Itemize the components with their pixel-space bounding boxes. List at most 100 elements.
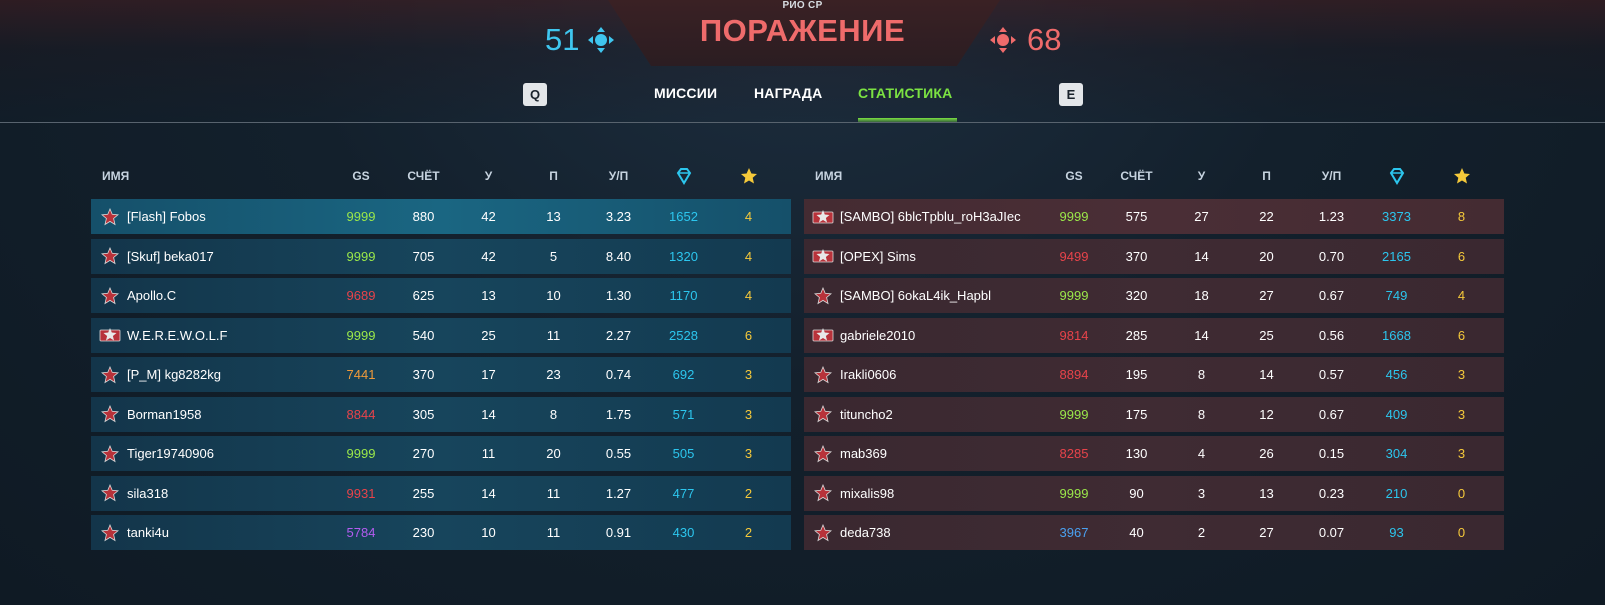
- player-kills: 11: [481, 446, 496, 461]
- player-crystals: 3373: [1382, 209, 1411, 224]
- player-crystals: 409: [1385, 406, 1408, 422]
- player-crystals: 477: [672, 485, 695, 501]
- player-name: tituncho2: [840, 406, 893, 422]
- player-score: 175: [1125, 406, 1148, 422]
- player-row[interactable]: [Flash] Fobos 9999 880 42 13 3.23 1652 4: [91, 199, 791, 234]
- rank-star-icon: [812, 444, 834, 463]
- player-kills: 27: [1194, 209, 1209, 224]
- next-tab-key[interactable]: E: [1059, 83, 1083, 106]
- player-kills: 13: [481, 288, 496, 303]
- tab-reward[interactable]: НАГРАДА: [754, 85, 823, 101]
- rank-emblem-icon: [812, 208, 834, 226]
- player-row[interactable]: Borman1958 8844 305 14 8 1.75 571 3: [91, 396, 791, 432]
- player-deaths: 14: [1259, 367, 1274, 382]
- rank-star-icon: [812, 286, 834, 305]
- tab-statistics[interactable]: СТАТИСТИКА: [858, 85, 953, 101]
- player-kills: 2: [1197, 525, 1206, 540]
- player-name: Irakli0606: [840, 367, 897, 382]
- player-deaths: 5: [549, 248, 558, 264]
- player-score: 130: [1125, 446, 1148, 461]
- player-kills: 14: [481, 485, 496, 501]
- blue-team-rows: [Flash] Fobos 9999 880 42 13 3.23 1652 4 [Skuf] …: [91, 199, 791, 550]
- player-name: Tiger19740906: [127, 446, 214, 461]
- player-deaths: 20: [1259, 248, 1274, 264]
- player-score: 90: [1129, 485, 1144, 501]
- player-row[interactable]: deda738 3967 40 2 27 0.07 93 0: [804, 515, 1504, 550]
- player-row[interactable]: sila318 9931 255 14 11 1.27 477 2: [91, 475, 791, 511]
- player-name: [Flash] Fobos: [127, 209, 206, 224]
- player-name: Apollo.C: [127, 288, 177, 303]
- crystal-icon: [1389, 168, 1404, 185]
- player-score: 540: [412, 327, 435, 343]
- player-deaths: 23: [546, 367, 561, 382]
- player-row[interactable]: tituncho2 9999 175 8 12 0.67 409 3: [804, 396, 1504, 432]
- player-row[interactable]: [SAMBO] 6blcTpblu_roH3aJIec 9999 575 27 22 1.…: [804, 199, 1504, 234]
- player-row[interactable]: Apollo.C 9689 625 13 10 1.30 1170 4: [91, 278, 791, 313]
- rank-emblem-icon: [99, 326, 121, 344]
- column-deaths: П: [549, 169, 558, 183]
- player-row[interactable]: W.E.R.E.W.O.L.F 9999 540 25 11 2.27 2528 6: [91, 317, 791, 353]
- player-stars: 8: [1457, 209, 1466, 224]
- rank-emblem-icon: [812, 247, 834, 265]
- player-crystals: 692: [672, 367, 695, 382]
- player-kd: 1.27: [605, 485, 632, 501]
- player-gs: 9999: [346, 248, 376, 264]
- player-row[interactable]: Irakli0606 8894 195 8 14 0.57 456 3: [804, 357, 1504, 392]
- tab-missions[interactable]: МИССИИ: [654, 85, 718, 101]
- active-tab-indicator: [858, 118, 957, 123]
- player-name-cell: mab369: [804, 444, 1044, 463]
- player-gs: 9999: [1059, 288, 1089, 303]
- player-name-cell: Tiger19740906: [91, 444, 331, 463]
- player-name-cell: Borman1958: [91, 404, 331, 423]
- player-row[interactable]: [OPEX] Sims 9499 370 14 20 0.70 2165 6: [804, 238, 1504, 274]
- player-gs: 8844: [346, 406, 376, 422]
- player-name-cell: deda738: [804, 523, 1044, 542]
- player-row[interactable]: mab369 8285 130 4 26 0.15 304 3: [804, 436, 1504, 471]
- player-row[interactable]: mixalis98 9999 90 3 13 0.23 210 0: [804, 475, 1504, 511]
- player-crystals: 1652: [669, 209, 698, 224]
- rank-star-icon: [99, 483, 121, 502]
- player-score: 230: [412, 525, 435, 540]
- player-row[interactable]: gabriele2010 9814 285 14 25 0.56 1668 6: [804, 317, 1504, 353]
- player-stars: 3: [1457, 446, 1466, 461]
- player-score: 40: [1129, 525, 1144, 540]
- player-stars: 2: [744, 525, 753, 540]
- column-kills: У: [484, 169, 493, 183]
- player-gs: 9999: [1059, 209, 1089, 224]
- player-name: mixalis98: [840, 485, 895, 501]
- player-stars: 3: [744, 406, 753, 422]
- player-kills: 10: [481, 525, 496, 540]
- player-crystals: 2528: [669, 327, 698, 343]
- player-row[interactable]: tanki4u 5784 230 10 11 0.91 430 2: [91, 515, 791, 550]
- player-row[interactable]: [P_M] kg8282kg 7441 370 17 23 0.74 692 3: [91, 357, 791, 392]
- player-stars: 4: [744, 248, 753, 264]
- player-stars: 6: [744, 327, 753, 343]
- player-deaths: 11: [546, 327, 561, 343]
- player-name: tanki4u: [127, 525, 169, 540]
- player-stars: 3: [1457, 406, 1466, 422]
- player-deaths: 11: [546, 525, 561, 540]
- player-gs: 9999: [346, 209, 376, 224]
- player-kd: 0.57: [1318, 367, 1345, 382]
- player-stars: 6: [1457, 327, 1466, 343]
- player-name: W.E.R.E.W.O.L.F: [127, 327, 228, 343]
- player-name-cell: Irakli0606: [804, 365, 1044, 384]
- column-stars: [1429, 167, 1494, 185]
- rank-star-icon: [812, 404, 834, 423]
- player-deaths: 10: [546, 288, 561, 303]
- player-deaths: 27: [1259, 288, 1274, 303]
- player-name: [SAMBO] 6blcTpblu_roH3aJIec: [840, 209, 1021, 224]
- player-deaths: 12: [1259, 406, 1274, 422]
- player-name: [Skuf] beka017: [127, 248, 214, 264]
- player-gs: 9999: [346, 446, 376, 461]
- blue-team-score: 51: [545, 22, 580, 57]
- crystal-icon: [676, 168, 691, 185]
- player-kills: 42: [481, 248, 496, 264]
- rank-star-icon: [99, 207, 121, 226]
- player-row[interactable]: Tiger19740906 9999 270 11 20 0.55 505 3: [91, 436, 791, 471]
- player-row[interactable]: [SAMBO] 6okaL4ik_Hapbl 9999 320 18 27 0.67 749…: [804, 278, 1504, 313]
- prev-tab-key[interactable]: Q: [523, 83, 547, 106]
- player-gs: 8285: [1059, 446, 1089, 461]
- star-icon: [1453, 168, 1470, 184]
- player-row[interactable]: [Skuf] beka017 9999 705 42 5 8.40 1320 4: [91, 238, 791, 274]
